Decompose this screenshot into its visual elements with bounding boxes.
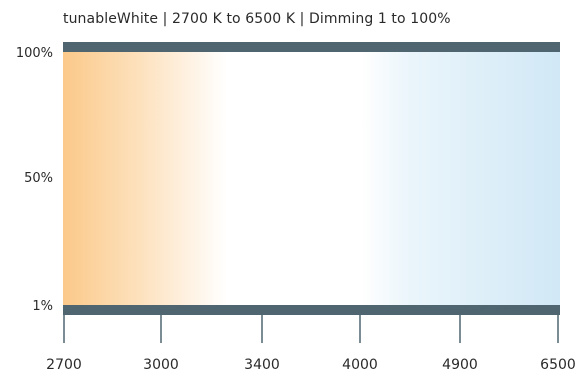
- x-tick-label-4000: 4000: [342, 357, 378, 373]
- x-tick-label-2700: 2700: [46, 357, 82, 373]
- color-temperature-gradient-area: [63, 51, 560, 306]
- y-tick-label-100: 100%: [15, 46, 53, 61]
- top-bar-100-percent: [63, 42, 560, 52]
- bottom-bar-1-percent: [63, 305, 560, 315]
- y-tick-label-50: 50%: [24, 171, 53, 186]
- x-tick-label-6500: 6500: [540, 357, 576, 373]
- x-tick-label-3400: 3400: [244, 357, 280, 373]
- y-tick-label-1: 1%: [32, 299, 53, 314]
- x-tick-label-4900: 4900: [442, 357, 478, 373]
- chart-title: tunableWhite | 2700 K to 6500 K | Dimmin…: [63, 11, 451, 27]
- x-tick-label-3000: 3000: [143, 357, 179, 373]
